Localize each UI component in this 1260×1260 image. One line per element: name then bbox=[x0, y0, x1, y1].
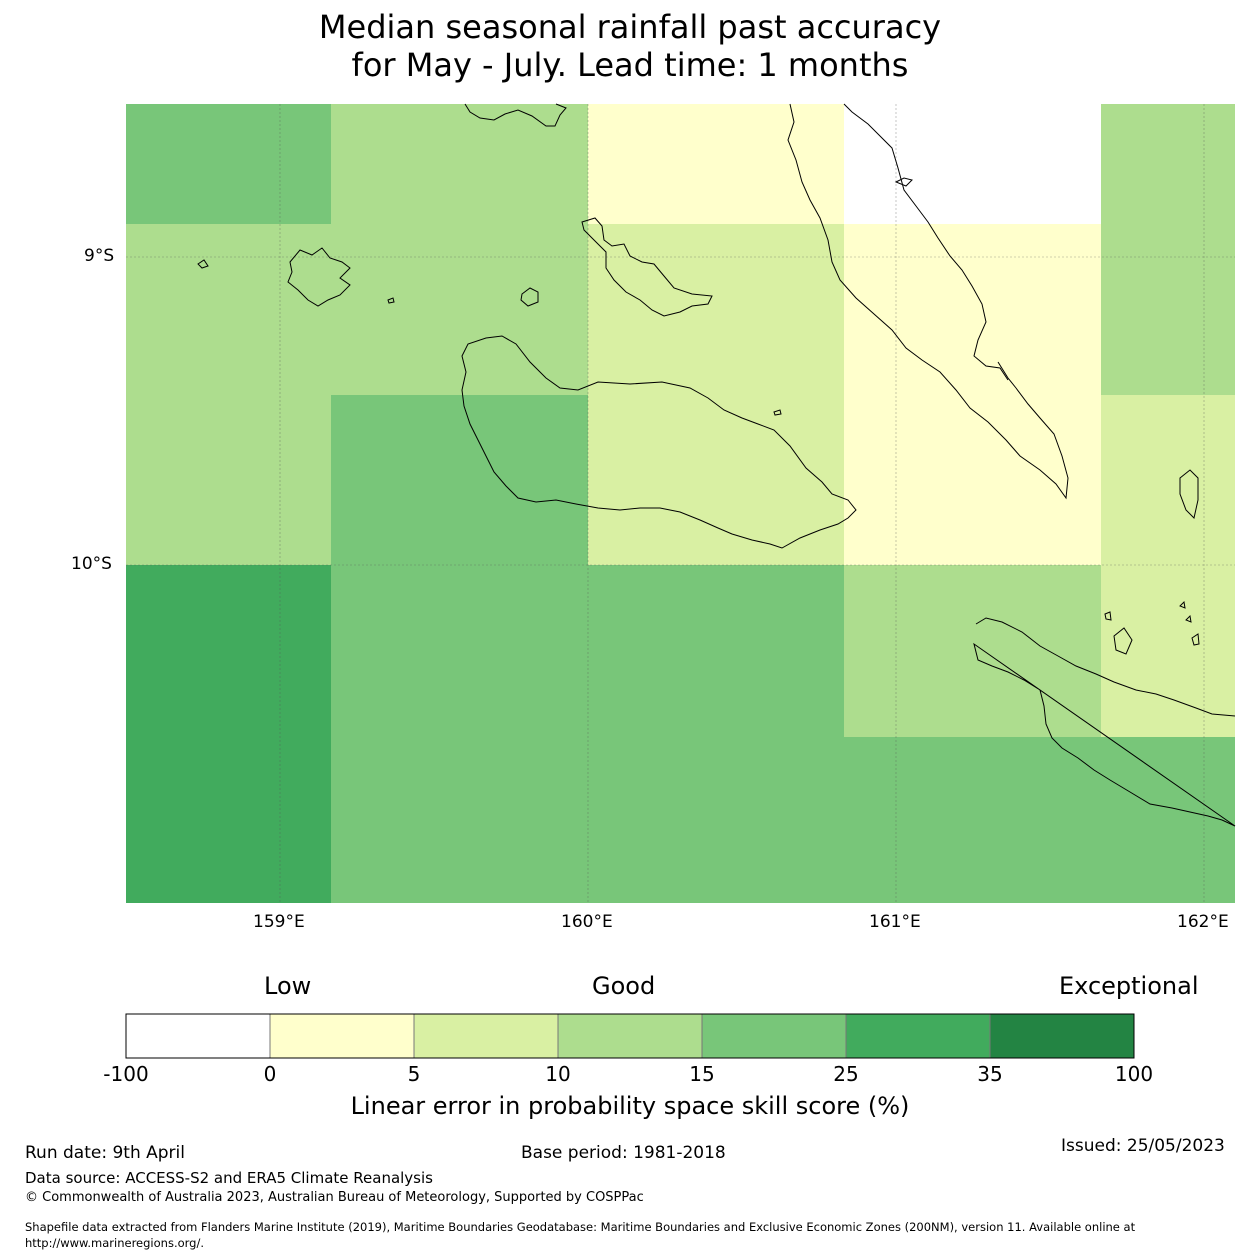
skill-cell bbox=[588, 224, 844, 395]
coast-guadalcanal bbox=[461, 335, 857, 549]
skill-cell bbox=[844, 565, 1101, 737]
skill-cell bbox=[331, 224, 588, 395]
lat-label-10s: 10°S bbox=[71, 554, 112, 574]
skill-cell bbox=[331, 395, 588, 565]
coast-islet-k bbox=[1104, 611, 1112, 621]
coast-florida-islands bbox=[287, 247, 351, 307]
skill-cell bbox=[126, 104, 331, 224]
lon-label-160e: 160°E bbox=[561, 912, 613, 932]
skill-cell bbox=[1101, 565, 1235, 737]
chart-title-line-1: Median seasonal rainfall past accuracy bbox=[318, 8, 942, 46]
coast-islet-c bbox=[520, 287, 539, 307]
chart-title-line-2: for May - July. Lead time: 1 months bbox=[351, 46, 909, 84]
skill-cell bbox=[588, 395, 844, 565]
run-date: Run date: 9th April bbox=[25, 1143, 185, 1163]
skill-cell bbox=[844, 395, 1101, 565]
lon-label-162e: 162°E bbox=[1177, 912, 1229, 932]
skill-cell bbox=[331, 737, 588, 903]
colorbar-word-good: Good bbox=[592, 972, 656, 1000]
coast-malaita bbox=[787, 103, 1069, 500]
coast-islet-i bbox=[1185, 614, 1192, 623]
coast-islet-a bbox=[197, 259, 209, 269]
colorbar-word-exceptional: Exceptional bbox=[1059, 972, 1199, 1000]
graticule bbox=[126, 104, 1235, 903]
coast-malaita-east bbox=[843, 103, 1009, 381]
skill-cell bbox=[844, 737, 1101, 903]
coast-islet-b bbox=[387, 297, 395, 304]
skill-cell bbox=[588, 737, 844, 903]
coast-islet-f bbox=[1179, 469, 1199, 519]
colorbar-title: Linear error in probability space skill … bbox=[350, 1092, 910, 1120]
colorbar-word-low: Low bbox=[264, 972, 312, 1000]
skill-cell bbox=[126, 224, 331, 395]
skill-cell bbox=[126, 737, 331, 903]
skill-cell bbox=[331, 104, 588, 224]
skill-cell bbox=[126, 395, 331, 565]
coast-makira bbox=[973, 617, 1236, 827]
skill-cell bbox=[1101, 395, 1235, 565]
issued-date: Issued: 25/05/2023 bbox=[1061, 1136, 1225, 1156]
skill-cell bbox=[1101, 104, 1235, 224]
skill-cell bbox=[588, 104, 844, 224]
coastlines bbox=[197, 103, 1236, 827]
coast-islet-h bbox=[1179, 600, 1186, 609]
shapefile-credit-line-2: http://www.marineregions.org/. bbox=[25, 1236, 204, 1250]
colorbar-tick-label: 15 bbox=[689, 1062, 715, 1086]
skill-cell bbox=[844, 104, 1101, 224]
skill-cell bbox=[331, 565, 588, 737]
copyright: © Commonwealth of Australia 2023, Austra… bbox=[25, 1190, 644, 1205]
data-source: Data source: ACCESS-S2 and ERA5 Climate … bbox=[25, 1169, 433, 1187]
skill-cell bbox=[126, 565, 331, 737]
colorbar-tick-label: 25 bbox=[833, 1062, 859, 1086]
colorbar-tick-label: 10 bbox=[545, 1062, 571, 1086]
skill-cell bbox=[1101, 737, 1235, 903]
lat-label-9s: 9°S bbox=[84, 246, 115, 266]
colorbar-tick-label: -100 bbox=[103, 1062, 149, 1086]
lon-label-159e: 159°E bbox=[253, 912, 305, 932]
colorbar-tick-label: 35 bbox=[977, 1062, 1003, 1086]
skill-cell bbox=[1101, 224, 1235, 395]
base-period: Base period: 1981-2018 bbox=[521, 1143, 726, 1163]
colorbar-tick-label: 100 bbox=[1114, 1062, 1154, 1086]
skill-grid-cells bbox=[126, 104, 1235, 903]
skill-cell bbox=[588, 565, 844, 737]
colorbar-tick-label: 5 bbox=[407, 1062, 421, 1086]
skill-cell bbox=[844, 224, 1101, 395]
coast-islet-e bbox=[894, 177, 913, 187]
lon-label-161e: 161°E bbox=[869, 912, 921, 932]
coast-russell-islands bbox=[581, 217, 713, 317]
shapefile-credit-line-1: Shapefile data extracted from Flanders M… bbox=[25, 1220, 1136, 1234]
coast-islet-d bbox=[773, 409, 782, 416]
colorbar-tick-label: 0 bbox=[263, 1062, 277, 1086]
coast-islet-north bbox=[464, 103, 567, 127]
coast-islet-g bbox=[1113, 627, 1133, 655]
coast-islet-j bbox=[1191, 633, 1200, 646]
